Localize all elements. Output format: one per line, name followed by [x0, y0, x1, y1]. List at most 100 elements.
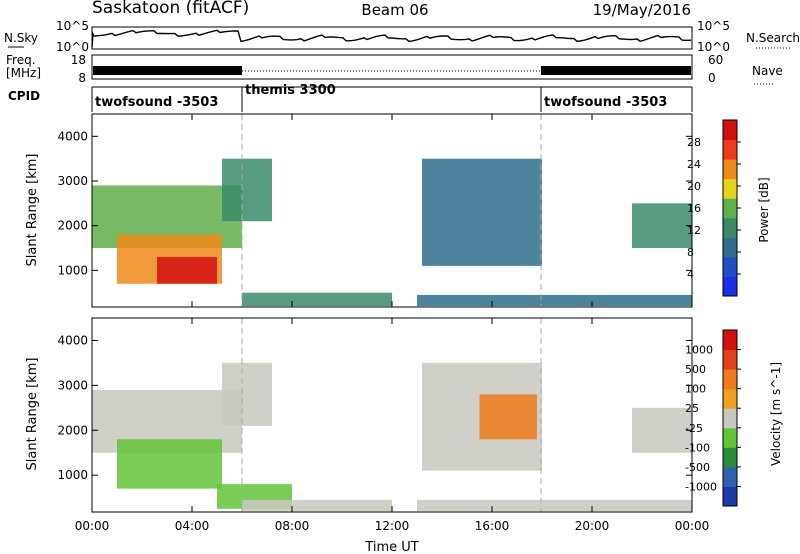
colorbar-frame: [722, 329, 738, 507]
heatmap-cell-4: [222, 362, 272, 426]
noise-panel: N.Sky 10^5 10^0 10^5 10^0 N.Search: [4, 19, 800, 54]
frequency-panel-frame: [91, 54, 693, 80]
power-y-axis: 1000 2000 3000 4000: [57, 114, 693, 307]
nave-label: Nave: [752, 64, 783, 78]
heatmap-cell-8: [632, 203, 692, 249]
colorbar-tick-label: -100: [685, 441, 710, 454]
colorbar-tick-label: -25: [685, 422, 703, 435]
y-tick-label: 2000: [57, 423, 88, 437]
colorbar-tick-label: 24: [687, 158, 701, 171]
velocity-heatmap: [92, 362, 692, 512]
colorbar-tick-label: 20: [687, 180, 701, 193]
station-title: Saskatoon (fitACF): [92, 0, 249, 18]
beam-title: Beam 06: [361, 1, 428, 19]
colorbar-tick-label: 16: [687, 202, 701, 215]
colorbar-tick-label: -1000: [685, 480, 717, 493]
colorbar-segment: [723, 330, 737, 351]
velocity-colorbar-label: Velocity [m s^-1]: [769, 362, 783, 466]
freq-label-line1: Freq.: [6, 53, 36, 67]
heatmap-cell-2: [117, 439, 222, 489]
date-title: 19/May/2016: [593, 1, 691, 19]
x-tick-label: 04:00: [175, 519, 210, 533]
cpid-segment-1: twofsound -3503: [95, 95, 218, 110]
colorbar-tick-label: 8: [687, 246, 694, 259]
colorbar-segment: [723, 369, 737, 390]
colorbar-tick-label: 12: [687, 224, 701, 237]
x-tick-label: 16:00: [475, 519, 510, 533]
noise-left-tick-high: 10^5: [56, 19, 89, 33]
colorbar-segment: [723, 349, 737, 370]
freq-right-tick-low: 0: [708, 71, 716, 85]
noise-left-tick-low: 10^0: [56, 40, 89, 54]
colorbar-segment: [723, 217, 737, 238]
noise-right-tick-high: 10^5: [697, 19, 730, 33]
noise-left-label: N.Sky: [4, 31, 38, 45]
y-tick-label: 2000: [57, 219, 88, 233]
power-panel: 1000 2000 3000 4000 Slant Range [km] 4 8 12 16…: [25, 113, 771, 308]
x-tick-label: 00:00: [675, 519, 710, 533]
freq-left-tick-low: 8: [78, 71, 86, 85]
colorbar-tick-label: -500: [685, 461, 710, 474]
y-tick-label: 4000: [57, 333, 88, 347]
colorbar-tick-label: 1000: [685, 344, 713, 357]
velocity-x-axis: 00:00 04:00 08:00 12:00 16:00 20:00 00:00: [75, 318, 710, 533]
colorbar-segment: [723, 159, 737, 180]
freq-right-tick-high: 60: [708, 53, 723, 67]
colorbar-segment: [723, 408, 737, 429]
colorbar-segment: [723, 388, 737, 409]
heatmap-cell-4: [222, 158, 272, 222]
cpid-segment-2: themis 3300: [245, 83, 336, 98]
noise-right-tick-low: 10^0: [697, 40, 730, 54]
velocity-colorbar: 1000 500 100 25 -25 -100 -500 -1000: [685, 329, 741, 507]
freq-label-line2: [MHz]: [6, 66, 41, 80]
cpid-label: CPID: [8, 89, 40, 103]
heatmap-cell-3: [157, 256, 217, 284]
colorbar-segment: [723, 178, 737, 199]
velocity-y-label: Slant Range [km]: [25, 358, 40, 471]
y-tick-label: 3000: [57, 378, 88, 392]
heatmap-cell-6: [422, 158, 542, 266]
colorbar-segment: [723, 120, 737, 141]
colorbar-tick-label: 25: [685, 402, 699, 415]
colorbar-segment: [723, 486, 737, 507]
y-tick-label: 1000: [57, 263, 88, 277]
y-tick-label: 4000: [57, 129, 88, 143]
frequency-panel: Freq. [MHz] 18 8 60 0 Nave: [6, 53, 783, 85]
power-heatmap: [92, 158, 692, 307]
noise-right-label: N.Search: [746, 31, 800, 45]
heatmap-cell-9: [632, 407, 692, 453]
heatmap-cell-7: [479, 394, 537, 440]
colorbar-tick-label: 4: [687, 268, 694, 281]
power-colorbar: 4 8 12 16 20 24 28: [687, 119, 741, 297]
heatmap-cell-7: [417, 294, 692, 307]
colorbar-segment: [723, 466, 737, 487]
power-y-label: Slant Range [km]: [25, 154, 40, 267]
heatmap-cell-5: [242, 499, 392, 512]
colorbar-segment: [723, 198, 737, 219]
power-colorbar-label: Power [dB]: [757, 177, 771, 242]
cpid-segment-3: twofsound -3503: [544, 95, 667, 110]
y-tick-label: 3000: [57, 174, 88, 188]
colorbar-segment: [723, 139, 737, 160]
colorbar-segment: [723, 276, 737, 297]
x-axis-label: Time UT: [364, 540, 418, 554]
colorbar-segment: [723, 447, 737, 468]
frequency-band-left: [93, 66, 242, 75]
x-tick-label: 08:00: [275, 519, 310, 533]
colorbar-tick-label: 500: [685, 363, 706, 376]
y-tick-label: 1000: [57, 468, 88, 482]
x-tick-label: 12:00: [375, 519, 410, 533]
x-tick-label: 00:00: [75, 519, 110, 533]
colorbar-segment: [723, 256, 737, 277]
heatmap-cell-8: [417, 499, 692, 512]
frequency-band-right: [541, 66, 691, 75]
noise-sky-trace: [91, 29, 692, 48]
colorbar-segment: [723, 427, 737, 448]
x-tick-label: 20:00: [575, 519, 610, 533]
colorbar-tick-label: 100: [685, 383, 706, 396]
cpid-panel: CPID twofsound -3503 themis 3300 twofsou…: [8, 83, 693, 112]
colorbar-segment: [723, 237, 737, 258]
freq-left-tick-high: 18: [71, 53, 86, 67]
